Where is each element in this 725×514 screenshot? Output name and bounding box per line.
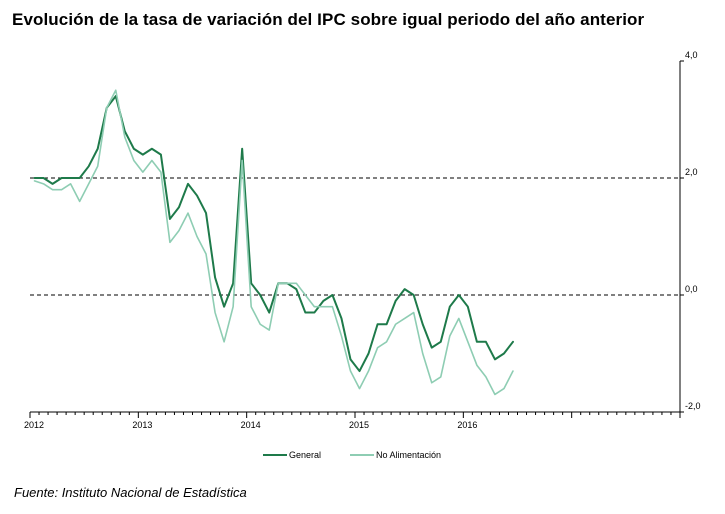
x-tick-label: 2015 — [349, 420, 369, 430]
axes-layer: 4,0 2,0 0,0 -2,0 2012 2013 2014 2015 2016 — [24, 50, 701, 430]
x-tick-label: 2012 — [24, 420, 44, 430]
x-tick-label: 2014 — [241, 420, 261, 430]
source-note: Fuente: Instituto Nacional de Estadístic… — [14, 485, 247, 500]
x-tick-label: 2013 — [132, 420, 152, 430]
series-line-general — [33, 95, 514, 373]
legend-label: No Alimentación — [376, 450, 441, 460]
series-line-no-alimentacion — [33, 89, 514, 396]
legend-layer: General No Alimentación — [263, 450, 441, 460]
chart-title: Evolución de la tasa de variación del IP… — [12, 10, 645, 29]
y-tick-label: -2,0 — [685, 401, 701, 411]
y-tick-label: 0,0 — [685, 284, 698, 294]
x-tick-label: 2016 — [457, 420, 477, 430]
y-tick-label: 4,0 — [685, 50, 698, 60]
legend-label: General — [289, 450, 321, 460]
y-tick-label: 2,0 — [685, 167, 698, 177]
series-layer — [33, 89, 514, 396]
